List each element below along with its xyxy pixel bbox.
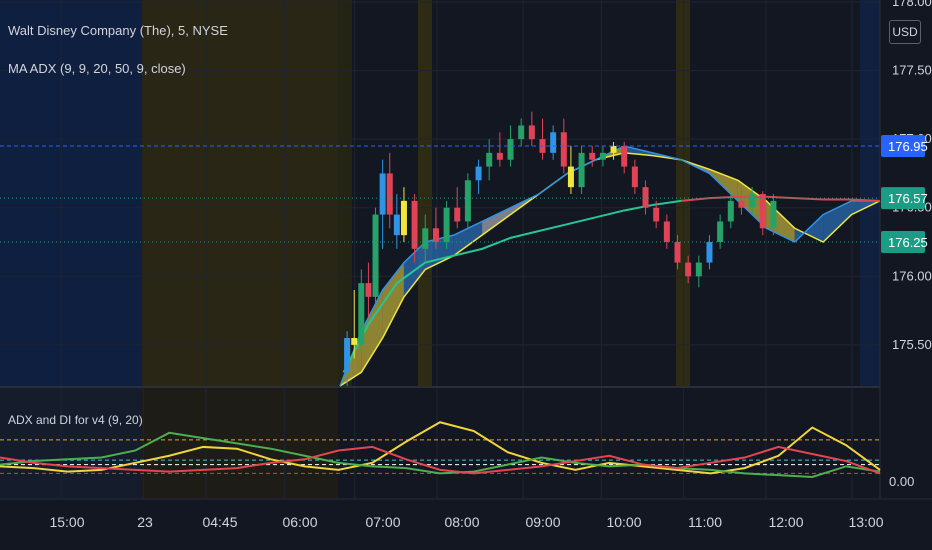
candle-body xyxy=(507,139,514,160)
x-tick-label: 04:45 xyxy=(202,514,237,530)
candle-body xyxy=(550,132,557,153)
price-tag-label: 176.95 xyxy=(888,139,928,154)
candle-body xyxy=(738,200,745,208)
x-tick-label: 15:00 xyxy=(49,514,84,530)
candle-body xyxy=(496,152,503,160)
ma-red-line xyxy=(680,195,881,202)
x-tick-label: 23 xyxy=(137,514,153,530)
candle-body xyxy=(770,200,777,229)
candle-body xyxy=(567,166,574,188)
indicator-title[interactable]: MA ADX (9, 9, 20, 50, 9, close) xyxy=(8,61,186,76)
candle-body xyxy=(578,152,585,188)
x-tick-label: 07:00 xyxy=(365,514,400,530)
candle-body xyxy=(674,242,681,263)
price-tag xyxy=(881,135,925,157)
candle-body xyxy=(386,173,393,215)
candle-body xyxy=(727,200,734,222)
candle-body xyxy=(486,152,493,167)
price-tag-label: 176.25 xyxy=(888,235,928,250)
y-tick-label: 176.00 xyxy=(892,268,932,283)
candle-body xyxy=(610,146,617,153)
price-tag xyxy=(881,187,925,210)
candle-body xyxy=(528,125,535,140)
candle-body xyxy=(589,152,596,160)
price-tag-label: 176.57 xyxy=(888,191,928,206)
x-tick-label: 09:00 xyxy=(525,514,560,530)
di-minus-line xyxy=(0,445,881,475)
candle-body xyxy=(411,200,418,249)
candle-body xyxy=(749,194,756,208)
candle-body xyxy=(454,207,461,222)
candle-body xyxy=(464,180,471,222)
candle-body xyxy=(759,194,766,229)
candle-body xyxy=(631,166,638,188)
sub-pane-title[interactable]: ADX and DI for v4 (9, 20) xyxy=(8,413,143,427)
candle-body xyxy=(400,200,407,236)
session-band-highlight xyxy=(418,0,432,386)
x-tick-label: 13:00 xyxy=(848,514,883,530)
y-tick-label: 177.50 xyxy=(892,63,932,78)
x-tick-label: 10:00 xyxy=(606,514,641,530)
candle-body xyxy=(685,262,692,277)
candle-body xyxy=(621,146,628,167)
candle-body xyxy=(372,214,379,297)
ma-ribbon-segment xyxy=(453,221,483,256)
candle-body xyxy=(379,173,386,215)
candle-body xyxy=(443,207,450,242)
candle-body xyxy=(344,338,351,373)
candle-body xyxy=(475,166,482,181)
ma50-line xyxy=(342,199,682,373)
candle-body xyxy=(393,214,400,236)
candle-body xyxy=(422,228,429,249)
x-tick-label: 06:00 xyxy=(282,514,317,530)
session-band-postmarket xyxy=(860,0,880,386)
x-tick-label: 12:00 xyxy=(768,514,803,530)
ma-ribbon-segment xyxy=(482,207,511,236)
candle-body xyxy=(695,262,702,277)
candle-body xyxy=(432,228,439,242)
y-tick-label: 178.00 xyxy=(892,0,932,9)
y-tick-label: 175.50 xyxy=(892,337,932,352)
symbol-title: Walt Disney Company (The), 5, NYSE xyxy=(8,23,228,38)
candle-body xyxy=(717,221,724,242)
candle-body xyxy=(351,338,358,345)
candle-body xyxy=(663,221,670,242)
session-band-highlight xyxy=(676,0,690,386)
candle-body xyxy=(653,207,660,222)
candle-body xyxy=(358,283,365,345)
candle-body xyxy=(560,132,567,167)
candle-body xyxy=(518,125,525,140)
di-plus-line xyxy=(0,431,881,478)
session-band-premarket xyxy=(0,0,142,386)
candle-body xyxy=(365,283,372,297)
session-band-open xyxy=(338,0,352,386)
candle-body xyxy=(599,152,606,160)
session-band-extended xyxy=(142,0,338,386)
x-tick-label: 08:00 xyxy=(444,514,479,530)
x-tick-label: 11:00 xyxy=(688,514,722,530)
candle-body xyxy=(642,187,649,208)
price-tag xyxy=(881,231,925,253)
candle-body xyxy=(706,242,713,263)
adx-line xyxy=(0,421,881,475)
sub-y-tick-label: 0.00 xyxy=(889,474,914,489)
ma-fast-line xyxy=(339,145,880,387)
currency-button[interactable]: USD xyxy=(889,20,921,44)
